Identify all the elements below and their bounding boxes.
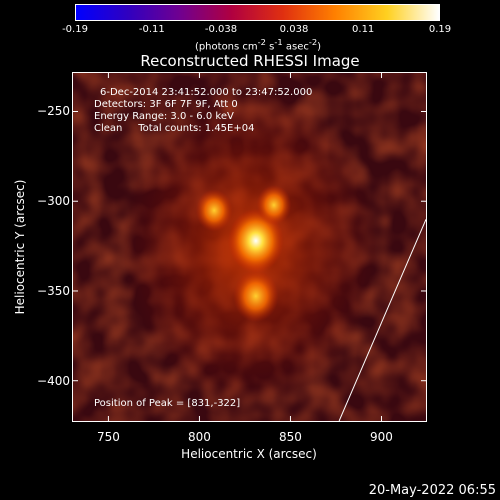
x-tick-label: 850	[279, 430, 302, 444]
solar-limb-line	[338, 219, 426, 421]
info-line-time: 6-Dec-2014 23:41:52.000 to 23:47:52.000	[100, 87, 313, 98]
y-tick-label: −400	[37, 373, 70, 388]
colorbar-tick-label: -0.19	[62, 24, 88, 35]
colorbar-tick-label: -0.038	[204, 24, 238, 35]
timestamp: 20-May-2022 06:55	[368, 483, 496, 498]
x-tick-label: 750	[96, 430, 120, 444]
emission-source	[227, 208, 284, 273]
colorbar-tick-label: 0.19	[428, 24, 452, 35]
info-line-clean: Clean Total counts: 1.45E+04	[94, 123, 255, 134]
colorbar-units-label: (photons cm-2 s-1 asec-2)	[194, 37, 322, 53]
x-tick-label: 800	[187, 430, 211, 444]
info-line-detectors: Detectors: 3F 6F 7F 9F, Att 0	[94, 99, 238, 110]
peak-position-text: Position of Peak = [831,-322]	[94, 398, 241, 409]
x-tick-label: 900	[370, 430, 393, 444]
chart-title: Reconstructed RHESSI Image	[140, 52, 360, 70]
emission-source	[233, 270, 279, 323]
y-tick-label: −350	[37, 283, 70, 298]
image-plot-area	[72, 72, 427, 422]
y-tick-label: −250	[37, 104, 70, 119]
info-line-energy: Energy Range: 3.0 - 6.0 keV	[94, 111, 234, 122]
colorbar-tick-label: 0.038	[279, 24, 309, 35]
colorbar-tick-label: 0.11	[352, 24, 375, 35]
colorbar	[75, 4, 440, 21]
emission-source	[195, 189, 233, 232]
colorbar-tick-label: -0.11	[138, 24, 165, 35]
y-axis-label: Heliocentric Y (arcsec)	[13, 179, 27, 315]
x-axis-label: Heliocentric X (arcsec)	[181, 447, 317, 461]
y-tick-label: −300	[37, 194, 70, 209]
emission-source	[256, 185, 292, 226]
